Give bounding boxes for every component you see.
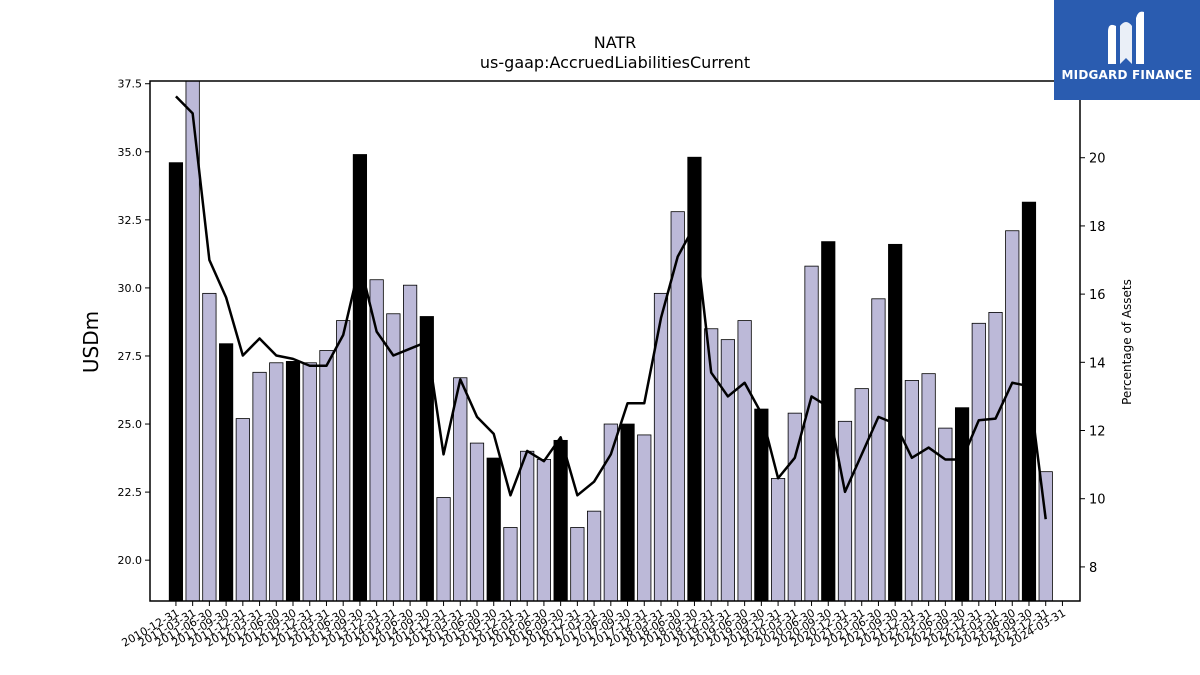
y-tick-label: 22.5 xyxy=(118,486,143,499)
bar-2016-12-31 xyxy=(570,527,585,602)
bar-2020-09-30 xyxy=(821,241,836,602)
brand-name: MIDGARD FINANCE xyxy=(1061,68,1193,82)
bar-2019-06-30 xyxy=(737,320,752,602)
bar-2012-09-30 xyxy=(285,361,301,602)
bar-2016-09-30 xyxy=(553,439,568,602)
y2-tick-label: 16 xyxy=(1089,288,1106,303)
bar-2014-06-30 xyxy=(403,284,418,602)
bar-2015-12-31 xyxy=(503,527,518,602)
y-tick-label: 32.5 xyxy=(118,214,143,227)
y2-tick-label: 10 xyxy=(1089,493,1106,508)
bar-2021-06-30 xyxy=(871,298,886,602)
bar-2011-09-30 xyxy=(219,343,234,602)
bar-2017-12-31 xyxy=(637,434,652,602)
bar-2020-06-30 xyxy=(804,265,819,602)
y-tick-label: 37.5 xyxy=(118,78,143,91)
bar-2017-03-31 xyxy=(587,510,602,602)
bar-2022-09-30 xyxy=(954,407,970,602)
line-group xyxy=(175,95,1047,520)
bar-2021-12-31 xyxy=(904,380,919,602)
bar-2014-09-30 xyxy=(419,316,434,602)
bar-2012-06-30 xyxy=(269,362,284,602)
chart-subtitle: us-gaap:AccruedLiabilitiesCurrent xyxy=(480,53,750,72)
bar-2010-12-31 xyxy=(168,162,184,602)
y-axis-label: USDm xyxy=(79,311,103,373)
bar-2022-03-31 xyxy=(921,373,936,602)
y-tick-label: 30.0 xyxy=(118,282,143,295)
y-tick-label: 35.0 xyxy=(118,146,143,159)
bar-2015-06-30 xyxy=(469,442,485,602)
bars-group xyxy=(168,80,1053,602)
bar-2012-12-31 xyxy=(302,362,317,602)
bar-2011-06-30 xyxy=(202,292,217,602)
chart-title: NATR xyxy=(594,33,637,52)
midgard-logo-icon xyxy=(1108,11,1144,65)
bar-2011-12-31 xyxy=(235,418,250,602)
plot-frame xyxy=(149,80,1081,602)
bar-2023-09-30 xyxy=(1021,201,1037,602)
bar-2017-09-30 xyxy=(620,423,635,602)
bar-2022-12-31 xyxy=(971,322,986,602)
y2-tick-label: 12 xyxy=(1089,425,1106,440)
bar-2013-06-30 xyxy=(336,320,351,602)
bar-2023-06-30 xyxy=(1005,230,1020,602)
bar-2019-03-31 xyxy=(720,339,735,602)
bar-2016-03-31 xyxy=(520,450,535,602)
bar-2023-03-31 xyxy=(988,312,1003,602)
y-tick-label: 20.0 xyxy=(118,554,143,567)
bar-2012-03-31 xyxy=(252,371,267,602)
bar-2020-12-31 xyxy=(837,420,853,602)
bar-2014-12-31 xyxy=(436,497,451,602)
y-tick-label: 27.5 xyxy=(118,350,143,363)
y2-tick-label: 20 xyxy=(1089,152,1106,167)
y2-axis-label: Percentage of Assets xyxy=(1120,279,1134,405)
bar-2015-03-31 xyxy=(453,377,468,602)
bar-2013-03-31 xyxy=(319,350,334,602)
y2-tick-label: 14 xyxy=(1089,356,1106,371)
bar-2018-09-30 xyxy=(687,156,702,602)
bar-2014-03-31 xyxy=(386,313,401,602)
bar-2021-03-31 xyxy=(854,388,869,602)
bar-2022-06-30 xyxy=(938,427,953,602)
y2-tick-label: 18 xyxy=(1089,220,1106,235)
bar-2019-09-30 xyxy=(754,408,769,602)
y2-tick-label: 8 xyxy=(1089,561,1097,576)
y-tick-label: 25.0 xyxy=(118,418,143,431)
bar-2015-09-30 xyxy=(486,457,501,602)
brand-logo: MIDGARD FINANCE xyxy=(1054,0,1200,100)
bar-2013-09-30 xyxy=(352,154,368,602)
percentage-of-assets-line xyxy=(175,95,1047,520)
bar-2016-06-30 xyxy=(536,459,551,602)
bar-2019-12-31 xyxy=(770,478,786,602)
